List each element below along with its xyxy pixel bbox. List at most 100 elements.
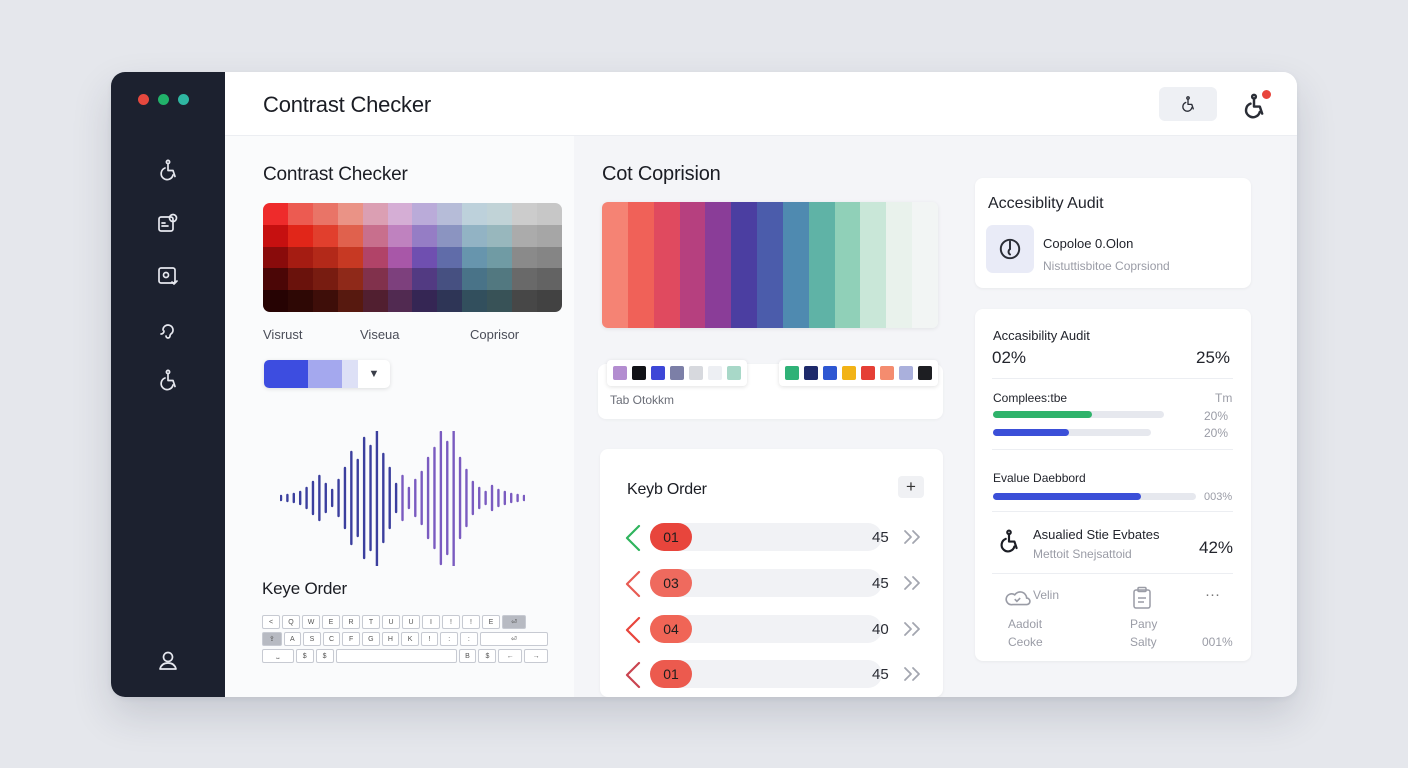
key-order-row[interactable]: 01 45: [624, 658, 924, 690]
maximize-dot[interactable]: [178, 94, 189, 105]
grid-cell[interactable]: [362, 203, 388, 225]
sidebar-item-accessibility-2[interactable]: [155, 367, 181, 393]
grid-cell[interactable]: [512, 268, 538, 291]
sidebar-item-accessibility[interactable]: [155, 157, 181, 183]
grid-cell[interactable]: [263, 268, 288, 291]
grid-cell[interactable]: [462, 290, 488, 312]
picker-swatch-secondary[interactable]: [308, 360, 342, 388]
keyboard-key[interactable]: C: [322, 632, 341, 646]
grid-cell[interactable]: [387, 224, 413, 247]
keyboard-key[interactable]: G: [362, 632, 380, 646]
color-swatch[interactable]: [823, 366, 837, 380]
keyboard-key[interactable]: R: [342, 615, 360, 629]
keyboard-key[interactable]: $: [315, 649, 334, 663]
keyboard-key[interactable]: !: [420, 632, 439, 646]
grid-cell[interactable]: [412, 203, 438, 225]
ribbon-swatch[interactable]: [912, 202, 938, 328]
keyboard-key[interactable]: [335, 649, 457, 663]
grid-cell[interactable]: [287, 203, 313, 225]
footer-item-policy[interactable]: Pany Salty: [1127, 586, 1187, 651]
keyboard-key[interactable]: U: [402, 615, 420, 629]
ribbon-swatch[interactable]: [757, 202, 783, 328]
double-chevron-right-icon[interactable]: [902, 529, 924, 545]
grid-cell[interactable]: [287, 246, 313, 269]
grid-cell[interactable]: [462, 224, 488, 247]
grid-cell[interactable]: [287, 290, 313, 312]
grid-cell[interactable]: [537, 246, 562, 269]
keyboard-key[interactable]: H: [381, 632, 400, 646]
grid-cell[interactable]: [263, 203, 288, 225]
grid-cell[interactable]: [362, 224, 388, 247]
color-swatch[interactable]: [613, 366, 627, 380]
key-order-row[interactable]: 01 45: [624, 521, 924, 553]
color-swatch[interactable]: [727, 366, 741, 380]
keyboard-key[interactable]: K: [401, 632, 419, 646]
keyboard-key[interactable]: F: [342, 632, 360, 646]
ribbon-swatch[interactable]: [808, 202, 835, 328]
keyboard-key[interactable]: ←: [498, 649, 523, 663]
color-swatch[interactable]: [785, 366, 799, 380]
grid-cell[interactable]: [487, 203, 513, 225]
picker-swatch-primary[interactable]: [264, 360, 308, 388]
ribbon-swatch[interactable]: [602, 202, 628, 328]
sidebar-user-profile[interactable]: [155, 647, 181, 673]
ribbon-swatch[interactable]: [834, 202, 861, 328]
add-button[interactable]: +: [898, 476, 924, 498]
keyboard-key[interactable]: !: [462, 615, 480, 629]
double-chevron-right-icon[interactable]: [902, 621, 924, 637]
grid-cell[interactable]: [287, 268, 313, 291]
color-swatch[interactable]: [918, 366, 932, 380]
audit-item[interactable]: [986, 225, 1034, 273]
keyboard-key[interactable]: !: [442, 615, 460, 629]
grid-cell[interactable]: [512, 203, 538, 225]
ribbon-swatch[interactable]: [886, 202, 913, 328]
grid-cell[interactable]: [462, 246, 488, 269]
grid-cell[interactable]: [287, 224, 313, 247]
grid-cell[interactable]: [362, 290, 388, 312]
ribbon-swatch[interactable]: [679, 202, 706, 328]
keyboard-key[interactable]: ⏎: [479, 632, 548, 646]
grid-cell[interactable]: [412, 246, 438, 269]
grid-cell[interactable]: [512, 224, 538, 247]
grid-cell[interactable]: [362, 246, 388, 269]
color-swatch[interactable]: [632, 366, 646, 380]
ribbon-swatch[interactable]: [705, 202, 732, 328]
color-swatch[interactable]: [651, 366, 665, 380]
grid-cell[interactable]: [337, 290, 363, 312]
keyboard-key[interactable]: E: [482, 615, 500, 629]
grid-cell[interactable]: [387, 290, 413, 312]
footer-item-more[interactable]: ··· 001%: [1198, 586, 1243, 651]
color-swatch[interactable]: [689, 366, 703, 380]
keyboard-key[interactable]: W: [302, 615, 320, 629]
chevron-left-icon[interactable]: [624, 616, 642, 644]
grid-cell[interactable]: [337, 224, 363, 247]
color-swatch[interactable]: [842, 366, 856, 380]
chevron-left-icon[interactable]: [624, 570, 642, 598]
grid-cell[interactable]: [312, 246, 338, 269]
grid-cell[interactable]: [387, 268, 413, 291]
keyboard-key[interactable]: B: [458, 649, 477, 663]
grid-cell[interactable]: [487, 224, 513, 247]
grid-cell[interactable]: [412, 224, 438, 247]
color-comparison-ribbon[interactable]: [602, 202, 938, 328]
grid-cell[interactable]: [462, 268, 488, 291]
grid-cell[interactable]: [387, 203, 413, 225]
grid-cell[interactable]: [263, 224, 288, 247]
key-order-row[interactable]: 04 40: [624, 613, 924, 645]
accessibility-notifications-button[interactable]: [1240, 88, 1272, 120]
grid-cell[interactable]: [437, 203, 463, 225]
grid-cell[interactable]: [437, 290, 463, 312]
grid-cell[interactable]: [512, 246, 538, 269]
keyboard-key[interactable]: I: [422, 615, 440, 629]
chevron-down-icon[interactable]: ▼: [368, 368, 380, 380]
grid-cell[interactable]: [487, 246, 513, 269]
keyboard-key[interactable]: →: [524, 649, 548, 663]
grid-cell[interactable]: [537, 203, 562, 225]
color-swatch[interactable]: [670, 366, 684, 380]
keyboard-key[interactable]: $: [478, 649, 497, 663]
grid-cell[interactable]: [312, 203, 338, 225]
accessibility-toggle-button[interactable]: [1159, 87, 1217, 121]
grid-cell[interactable]: [337, 246, 363, 269]
grid-cell[interactable]: [537, 290, 562, 312]
keyboard-key[interactable]: U: [382, 615, 400, 629]
